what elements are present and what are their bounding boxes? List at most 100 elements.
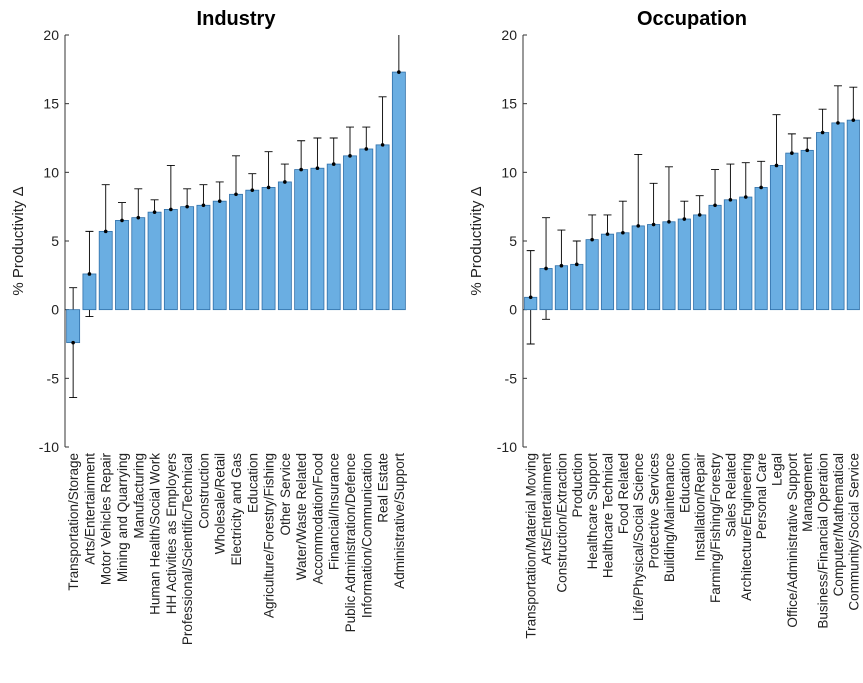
point <box>169 207 173 212</box>
point <box>185 204 189 209</box>
x-tick-label: Construction <box>196 453 211 529</box>
y-tick-label: -5 <box>505 370 518 386</box>
bar <box>82 273 97 311</box>
y-tick-label: 15 <box>501 96 517 112</box>
point <box>315 166 320 171</box>
point <box>283 180 287 184</box>
y-tick-label: 0 <box>51 302 59 318</box>
y-tick-label: 20 <box>501 27 517 43</box>
y-axis-label: % Productivity Δ <box>468 186 485 295</box>
x-tick-label: Legal <box>770 453 785 486</box>
x-tick-label: Motor Vehicles Repair <box>99 452 114 585</box>
x-tick-label: Real Estate <box>376 453 391 523</box>
x-tick-label: Human Health/Social Work <box>148 453 163 615</box>
bar <box>359 148 374 311</box>
x-tick-label: Life/Physical/Social Science <box>631 453 646 621</box>
point <box>71 340 75 345</box>
point <box>234 192 238 197</box>
point <box>728 198 733 202</box>
y-tick-label: -5 <box>47 370 60 386</box>
point <box>682 217 687 221</box>
x-tick-label: Business/Financial Operation <box>816 453 831 629</box>
point <box>87 272 92 276</box>
point <box>805 148 810 153</box>
x-tick-label: Information/Communication <box>359 453 374 618</box>
x-tick-label: Healthcare Support <box>585 453 600 570</box>
x-tick-label: Protective Services <box>647 453 662 569</box>
bar <box>846 119 860 311</box>
x-tick-label: Wholesale/Retail <box>213 453 228 554</box>
bar <box>785 152 799 311</box>
x-tick-label: Arts/Entertainment <box>82 453 97 565</box>
bar <box>310 167 325 311</box>
bar <box>708 204 722 311</box>
chart-title: Industry <box>197 8 277 30</box>
point <box>697 213 702 217</box>
point <box>590 237 594 242</box>
y-tick-label: 5 <box>509 233 517 249</box>
point <box>120 218 124 223</box>
x-tick-label: Farming/Fishing/Forestry <box>708 453 723 603</box>
x-tick-label: HH Activities as Employers <box>164 453 179 615</box>
bar <box>115 219 129 311</box>
point <box>621 230 625 235</box>
bar <box>294 169 309 311</box>
bar <box>212 200 227 311</box>
x-tick-label: Office/Administrative Support <box>785 453 800 628</box>
y-axis-label: % Productivity Δ <box>10 186 27 295</box>
x-tick-label: Accommodation/Food <box>310 453 325 584</box>
x-tick-label: Sales Related <box>723 453 738 537</box>
bar <box>163 209 178 311</box>
bar <box>539 268 553 311</box>
x-tick-label: Arts/Entertainment <box>539 453 554 565</box>
point <box>759 185 763 190</box>
point <box>331 162 336 166</box>
y-tick-label: 20 <box>43 27 59 43</box>
bar <box>180 206 195 311</box>
x-tick-label: Administrative/Support <box>392 453 407 589</box>
y-tick-label: -10 <box>39 439 59 455</box>
bar <box>98 230 113 311</box>
x-tick-label: Manufacturing <box>131 453 146 539</box>
point <box>299 167 303 172</box>
point <box>743 195 748 199</box>
bar <box>261 187 276 311</box>
point <box>559 263 564 268</box>
x-tick-label: Construction/Extraction <box>554 453 569 593</box>
point <box>790 151 794 155</box>
bar <box>326 163 341 311</box>
x-tick-label: Healthcare Technical <box>601 453 616 578</box>
point <box>250 188 255 192</box>
point <box>605 232 610 236</box>
point <box>574 262 579 267</box>
y-tick-label: 10 <box>43 164 59 180</box>
x-tick-label: Architecture/Engineering <box>739 453 754 601</box>
y-tick-label: 5 <box>51 233 59 249</box>
bar <box>831 122 845 311</box>
panel: Occupation % Productivity Δ -10 -5 0 5 10 15 20 T… <box>468 8 861 639</box>
point <box>528 295 533 300</box>
bar <box>131 217 146 311</box>
bar <box>800 149 814 311</box>
point <box>651 222 656 227</box>
x-tick-label: Building/Maintenance <box>662 453 677 582</box>
y-tick-label: 15 <box>43 96 59 112</box>
bar <box>754 187 768 311</box>
x-tick-label: Professional/Scientific/Technical <box>180 453 195 645</box>
bar <box>147 211 162 311</box>
panel: Industry % Productivity Δ -10 -5 0 5 10 15 20 Tra… <box>10 8 407 645</box>
bar <box>229 193 243 311</box>
x-tick-label: Other Service <box>278 453 293 536</box>
x-tick-label: Water/Waste Related <box>294 453 309 580</box>
point <box>636 224 641 228</box>
point <box>266 185 271 190</box>
x-tick-label: Production <box>570 453 585 518</box>
bar <box>647 224 661 311</box>
point <box>851 118 856 122</box>
x-tick-label: Transportation/Storage <box>66 453 81 591</box>
point <box>152 210 157 214</box>
bar <box>585 239 599 311</box>
bar <box>245 189 260 311</box>
chart-title: Occupation <box>637 8 747 30</box>
x-tick-label: Installation/Repair <box>693 452 708 561</box>
